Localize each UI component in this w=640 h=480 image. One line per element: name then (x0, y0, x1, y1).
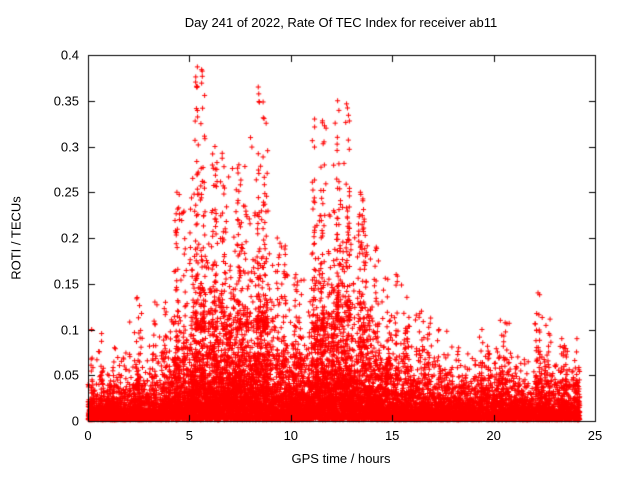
y-axis-label: ROTI / TECUs (8, 196, 24, 280)
x-axis-label: GPS time / hours (291, 451, 391, 466)
chart-title: Day 241 of 2022, Rate Of TEC Index for r… (184, 15, 498, 30)
